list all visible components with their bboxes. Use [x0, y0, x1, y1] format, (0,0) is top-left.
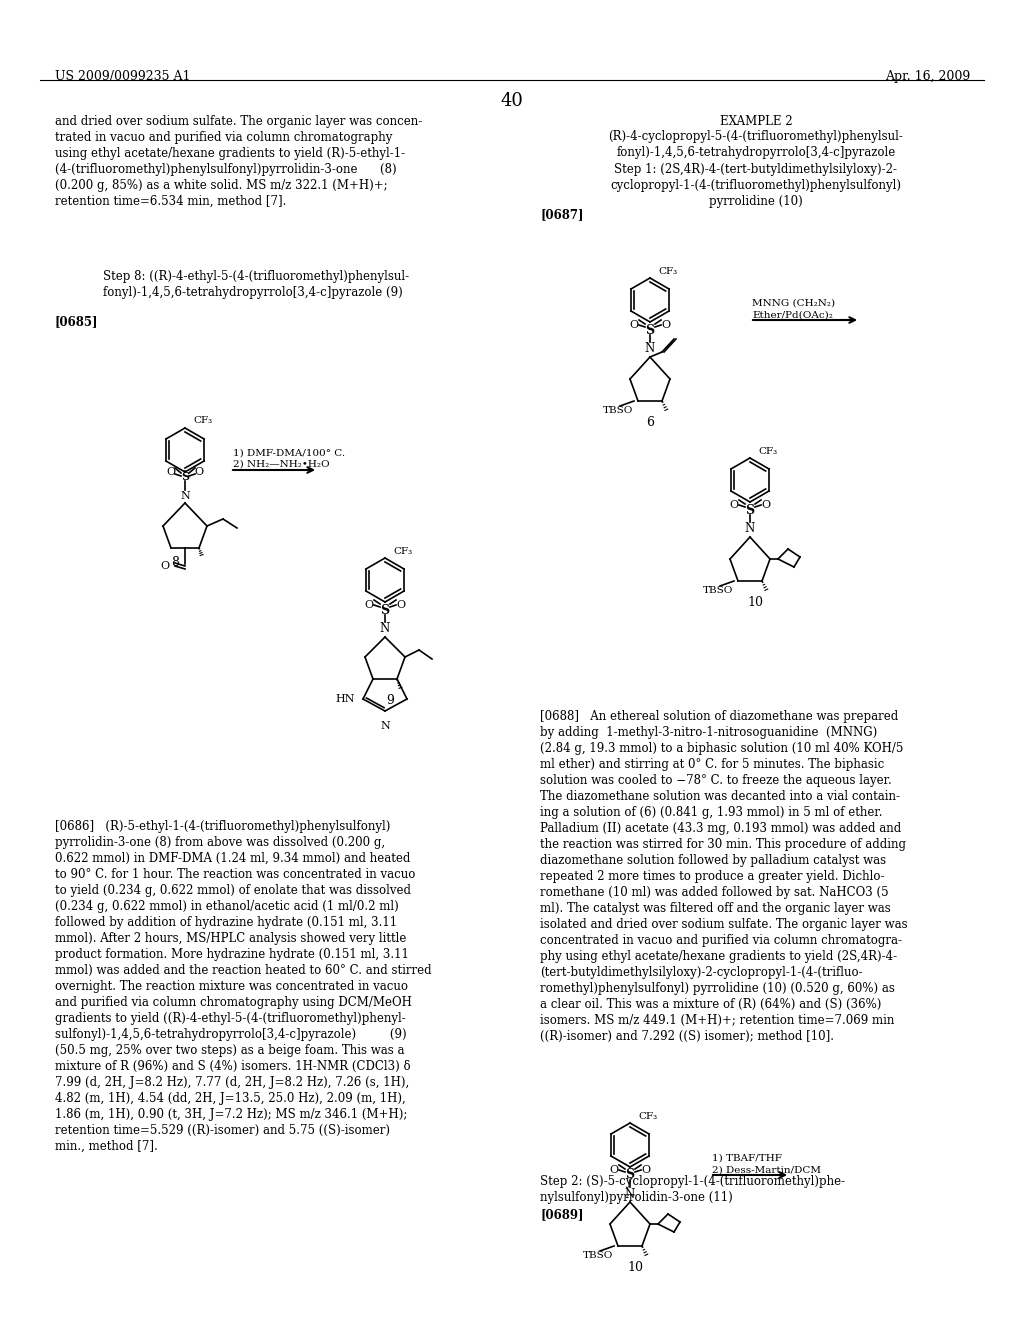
Text: CF₃: CF₃: [393, 546, 412, 556]
Text: [0688]   An ethereal solution of diazomethane was prepared
by adding  1-methyl-3: [0688] An ethereal solution of diazometh…: [540, 710, 907, 1043]
Text: 9: 9: [386, 694, 394, 708]
Text: and dried over sodium sulfate. The organic layer was concen-
trated in vacuo and: and dried over sodium sulfate. The organ…: [55, 115, 422, 209]
Text: TBSO: TBSO: [583, 1251, 613, 1261]
Text: 2) Dess-Martin/DCM: 2) Dess-Martin/DCM: [712, 1166, 821, 1175]
Text: S: S: [626, 1168, 635, 1181]
Text: S: S: [745, 503, 755, 516]
Text: US 2009/0099235 A1: US 2009/0099235 A1: [55, 70, 190, 83]
Text: CF₃: CF₃: [638, 1111, 657, 1121]
Text: TBSO: TBSO: [702, 586, 733, 595]
Text: 10: 10: [627, 1261, 643, 1274]
Text: N: N: [744, 523, 755, 536]
Text: 2) NH₂—NH₂•H₂O: 2) NH₂—NH₂•H₂O: [233, 459, 330, 469]
Text: N: N: [625, 1188, 635, 1200]
Text: O: O: [662, 319, 671, 330]
Text: 40: 40: [501, 92, 523, 110]
Text: 10: 10: [746, 597, 763, 609]
Text: 1) DMF-DMA/100° C.: 1) DMF-DMA/100° C.: [233, 449, 345, 458]
Text: S: S: [381, 603, 389, 616]
Text: [0687]: [0687]: [540, 209, 584, 220]
Text: HN: HN: [335, 694, 354, 704]
Text: CF₃: CF₃: [658, 267, 677, 276]
Text: O: O: [195, 467, 204, 477]
Text: TBSO: TBSO: [603, 407, 633, 414]
Text: O: O: [729, 500, 738, 510]
Text: O: O: [365, 601, 374, 610]
Text: CF₃: CF₃: [193, 416, 212, 425]
Text: MNNG (CH₂N₂): MNNG (CH₂N₂): [752, 300, 836, 308]
Text: S: S: [181, 470, 189, 482]
Text: 1) TBAF/THF: 1) TBAF/THF: [712, 1154, 782, 1163]
Text: O: O: [396, 601, 406, 610]
Text: 8: 8: [171, 556, 179, 569]
Text: N: N: [645, 342, 655, 355]
Text: Step 8: ((R)-4-ethyl-5-(4-(trifluoromethyl)phenylsul-
    fonyl)-1,4,5,6-tetrahy: Step 8: ((R)-4-ethyl-5-(4-(trifluorometh…: [88, 271, 410, 300]
Text: S: S: [645, 323, 654, 337]
Text: CF₃: CF₃: [758, 447, 777, 455]
Text: N: N: [380, 623, 390, 635]
Text: O: O: [762, 500, 771, 510]
Text: [0689]: [0689]: [540, 1208, 584, 1221]
Text: EXAMPLE 2: EXAMPLE 2: [720, 115, 793, 128]
Text: Apr. 16, 2009: Apr. 16, 2009: [885, 70, 970, 83]
Text: [0685]: [0685]: [55, 315, 98, 327]
Text: N: N: [180, 491, 189, 502]
Text: N: N: [380, 721, 390, 731]
Text: 6: 6: [646, 416, 654, 429]
Text: [0686]   (R)-5-ethyl-1-(4-(trifluoromethyl)phenylsulfonyl)
pyrrolidin-3-one (8) : [0686] (R)-5-ethyl-1-(4-(trifluoromethyl…: [55, 820, 432, 1152]
Text: Step 2: (S)-5-cyclopropyl-1-(4-(trifluoromethyl)phe-
nylsulfonyl)pyrrolidin-3-on: Step 2: (S)-5-cyclopropyl-1-(4-(trifluor…: [540, 1175, 845, 1204]
Text: Step 1: (2S,4R)-4-(tert-butyldimethylsilyloxy)-2-
cyclopropyl-1-(4-(trifluoromet: Step 1: (2S,4R)-4-(tert-butyldimethylsil…: [610, 162, 901, 209]
Text: (R)-4-cyclopropyl-5-(4-(trifluoromethyl)phenylsul-
fonyl)-1,4,5,6-tetrahydropyrr: (R)-4-cyclopropyl-5-(4-(trifluoromethyl)…: [608, 129, 903, 158]
Text: O: O: [161, 561, 170, 572]
Text: O: O: [641, 1166, 650, 1175]
Text: O: O: [630, 319, 639, 330]
Text: O: O: [167, 467, 175, 477]
Text: Ether/Pd(OAc)₂: Ether/Pd(OAc)₂: [752, 312, 833, 319]
Text: O: O: [609, 1166, 618, 1175]
